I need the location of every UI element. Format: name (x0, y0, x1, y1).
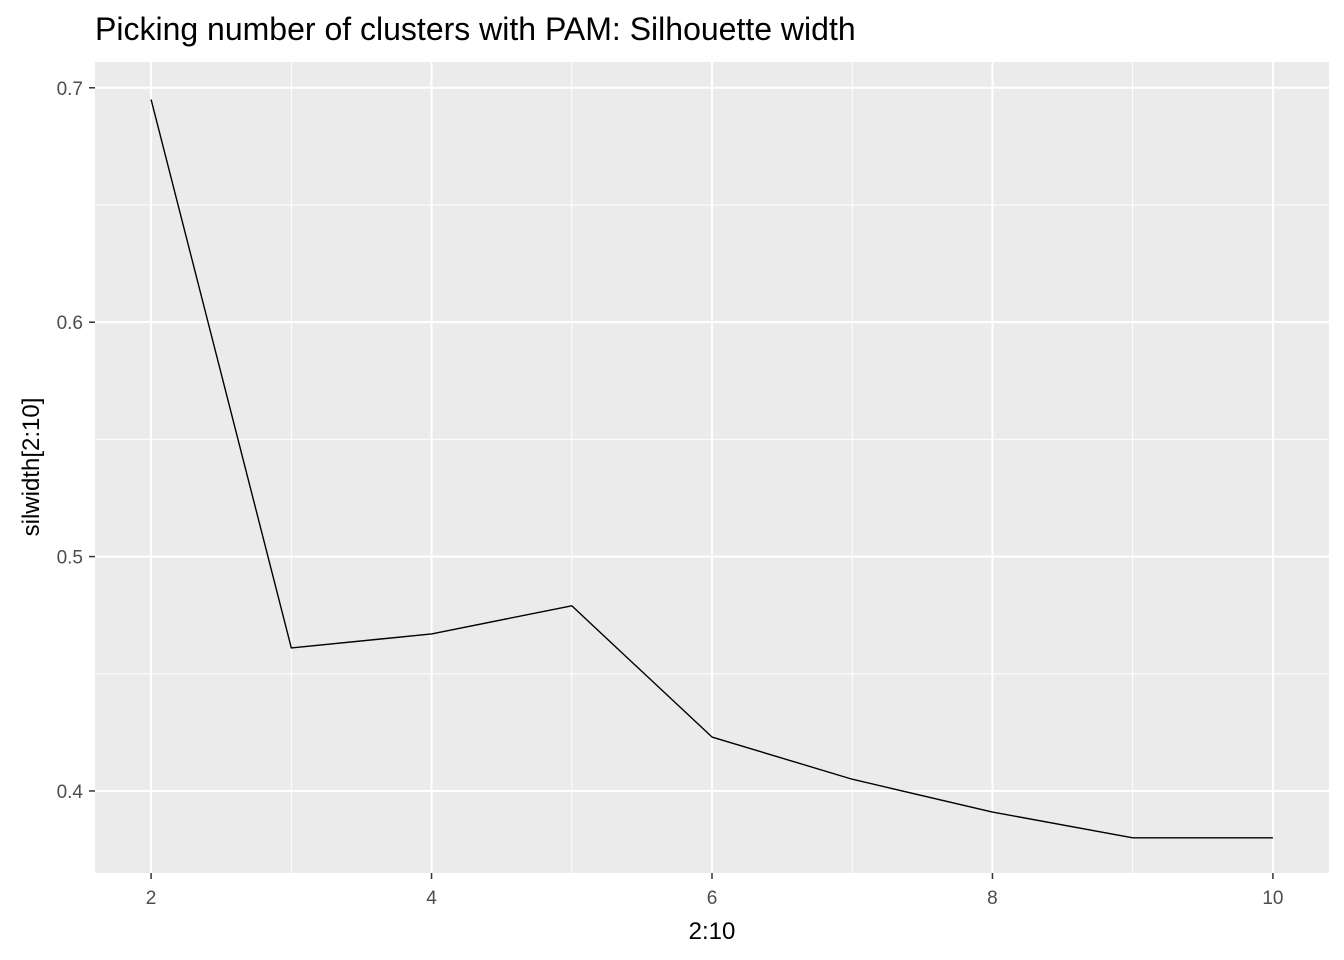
x-axis: 2 4 6 8 10 (146, 873, 1283, 909)
x-tick-label: 8 (987, 888, 998, 909)
chart-title: Picking number of clusters with PAM: Sil… (95, 11, 856, 47)
y-tick-label: 0.5 (57, 548, 83, 569)
y-tick-label: 0.4 (57, 782, 84, 803)
x-tick-label: 10 (1262, 888, 1283, 909)
x-tick-label: 4 (426, 888, 437, 909)
y-axis-title: silwidth[2:10] (18, 398, 45, 537)
series-line (150, 99, 1273, 839)
major-gridlines (95, 62, 1329, 873)
x-tick-label: 6 (707, 888, 718, 909)
y-axis: 0.4 0.5 0.6 0.7 (57, 79, 95, 803)
y-tick-label: 0.7 (57, 79, 83, 100)
x-tick-label: 2 (146, 888, 157, 909)
x-axis-title: 2:10 (689, 918, 736, 945)
y-tick-label: 0.6 (57, 313, 83, 334)
series-layer (150, 99, 1273, 839)
